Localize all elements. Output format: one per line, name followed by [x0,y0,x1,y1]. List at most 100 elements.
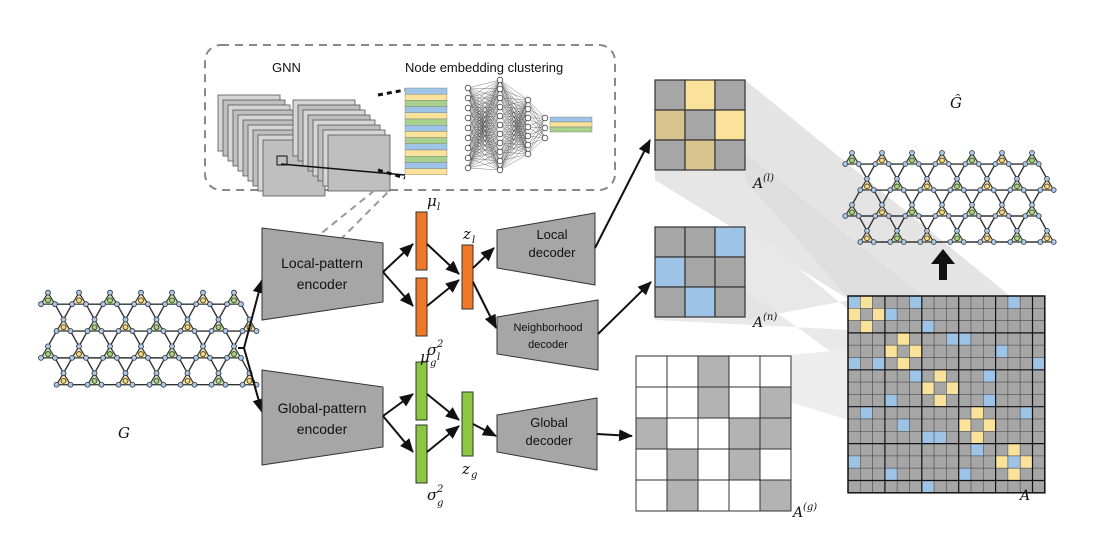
matrix-cell [872,418,886,432]
neighborhood-matrix-label: A [751,315,763,331]
graph-node [932,213,939,219]
network-edge [467,142,501,159]
network-edge [467,133,501,139]
network-edge [467,151,501,169]
matrix-cell [884,443,898,457]
graph-node [52,354,58,361]
matrix-cell [896,443,910,457]
graph-node [842,213,849,219]
matrix-cell [1019,295,1033,309]
network-edge [467,107,501,126]
matrix-cell [909,480,923,494]
matrix-cell [847,467,861,481]
matrix-cell [697,479,730,512]
graph-node [76,289,82,296]
graph-node [239,381,246,388]
graph-node [930,187,937,193]
network-edge [527,99,546,129]
graph-edge [978,215,988,232]
sigma-g-sub: g [437,498,443,509]
matrix-cell [859,344,873,358]
graph-edge [240,357,251,374]
node-embedding-bars [404,87,448,176]
graph-center-node [91,378,98,384]
network-edge [467,97,501,126]
graph-node [915,161,922,167]
network-edge [467,79,501,119]
network-edge [467,88,501,119]
matrix-cell [958,406,972,420]
network-edge [467,147,501,162]
network-edge [467,133,501,169]
matrix-cell [728,355,761,388]
matrix-cell [995,369,1009,383]
network-edge [467,115,501,119]
matrix-cell [1032,443,1046,457]
matrix-cell [872,332,886,346]
network-node [524,114,532,122]
matrix-cell [921,418,935,432]
matrix-cell [970,369,984,383]
graph-edge [963,189,973,206]
matrix-cell [859,418,873,432]
graph-edge [85,303,96,320]
graph-node [962,213,969,219]
matrix-cell [1032,295,1046,309]
graph-center-node [1044,235,1050,242]
full-adjacency-matrix [847,295,1046,494]
graph-node [53,328,60,334]
graph-node [98,381,105,388]
graph-center-node [45,351,51,357]
graph-node [153,370,160,377]
matrix-cell [697,386,730,419]
graph-node [902,161,909,167]
network-edge [527,99,546,119]
matrix-cell [970,357,984,371]
matrix-cell [921,332,935,346]
matrix-cell [946,307,960,321]
graph-node [177,381,184,388]
network-edge [527,117,546,155]
graph-edge [62,303,73,320]
graph-edge [100,330,111,347]
graph-node [984,228,990,234]
graph-edge [918,215,928,232]
graph-center-node [200,351,206,357]
network-node [464,164,472,172]
matrix-cell [982,357,996,371]
mu-l-bar [415,211,428,271]
matrix-cell [995,320,1009,334]
matrix-cell [921,443,935,457]
matrix-cell [1019,381,1033,395]
embedding-row [404,93,448,101]
graph-node [999,202,1005,208]
matrix-cell [909,295,923,309]
graph-center-node [107,351,113,357]
matrix-cell [982,430,996,444]
graph-edge [866,215,876,232]
network-node [464,134,472,142]
matrix-cell [847,307,861,321]
matrix-cell [884,480,898,494]
output-graph [842,150,1057,245]
matrix-cell [1032,307,1046,321]
graph-node [160,328,167,334]
matrix-cell [859,467,873,481]
network-edge [527,108,546,119]
graph-center-node [954,183,960,190]
matrix-cell [872,480,886,494]
graph-node [207,301,213,308]
network-node [496,139,504,147]
graph-node [969,202,975,208]
network-edge [467,133,501,159]
network-edge [467,127,501,144]
matrix-cell [921,406,935,420]
matrix-cell [759,417,792,450]
matrix-cell [847,455,861,469]
graph-node [107,343,113,350]
graph-node [992,161,999,167]
graph-node [902,213,909,219]
graph-node [91,370,98,377]
matrix-cell [909,418,923,432]
matrix-cell [714,226,746,258]
